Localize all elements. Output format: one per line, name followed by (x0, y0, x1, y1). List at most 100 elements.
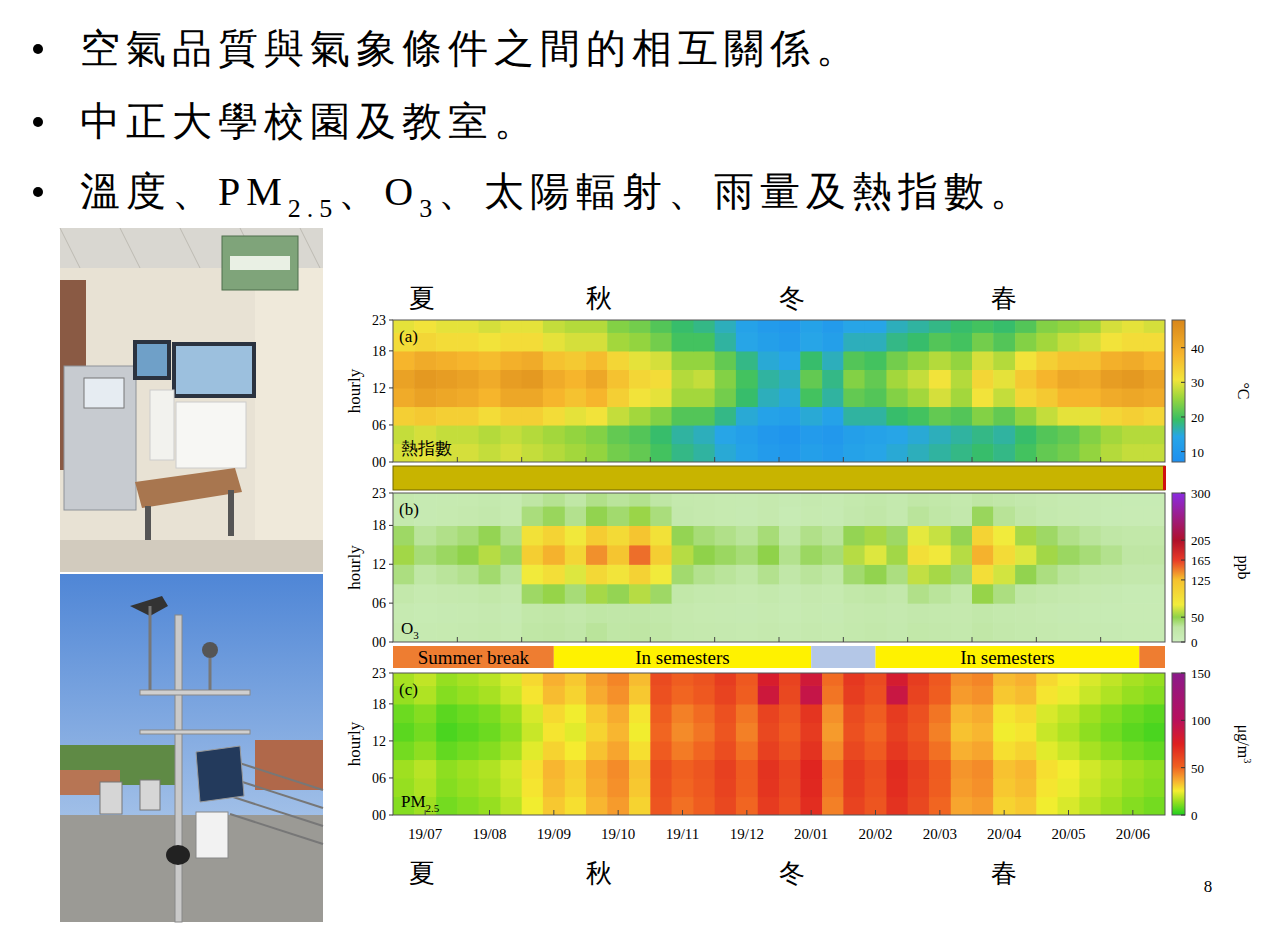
colorbar (1172, 673, 1185, 815)
heatmap-cell (693, 584, 715, 604)
heatmap-cell (500, 704, 522, 723)
text-part: 3 (413, 629, 419, 641)
heatmap-cell (672, 443, 694, 462)
heatmap-cell (715, 525, 737, 545)
heatmap-cell (457, 722, 479, 741)
colorbar-tick (1181, 815, 1185, 816)
heatmap-cell (908, 564, 930, 584)
heatmap-cell (1015, 704, 1037, 723)
heatmap-cell (886, 506, 908, 526)
heatmap-cell (1058, 704, 1080, 723)
heatmap-cell (758, 685, 780, 704)
heatmap-cell (1122, 369, 1144, 388)
heatmap-cell (693, 493, 715, 507)
heatmap-cell (822, 673, 844, 686)
heatmap-cell (1058, 525, 1080, 545)
heatmap-cell (479, 506, 501, 526)
vane-pole (149, 606, 152, 690)
heatmap-cell (1122, 673, 1144, 686)
heatmap-cell (1122, 759, 1144, 778)
colorbar-label-group: °C (1235, 382, 1252, 399)
heatmap-cell (865, 623, 887, 642)
heatmap-cell (779, 741, 801, 760)
heatmap-cell (693, 545, 715, 565)
heatmap-cell (951, 332, 973, 351)
heatmap-cell (758, 388, 780, 407)
heatmap-cell (843, 704, 865, 723)
logger-box (196, 812, 228, 858)
heatmap-cell (993, 406, 1015, 425)
heatmap-cell (500, 584, 522, 604)
heatmap-cell (929, 320, 951, 333)
y-tick (389, 815, 393, 816)
heatmap-cell (779, 369, 801, 388)
heatmap-cell (1058, 564, 1080, 584)
heatmap-cell (1144, 704, 1165, 723)
y-tick-label: 00 (372, 635, 386, 650)
heatmap-cell (886, 673, 908, 686)
heatmap-cell (1079, 332, 1101, 351)
heatmap-cell (1079, 796, 1101, 815)
heatmap-cell (693, 603, 715, 623)
heatmap-cell (993, 545, 1015, 565)
heatmap-cell (436, 388, 458, 407)
heatmap-cell (951, 406, 973, 425)
heatmap-cell (672, 685, 694, 704)
heatmap-cell (393, 704, 415, 723)
heatmap-cell (736, 443, 758, 462)
heatmap-cell (908, 603, 930, 623)
heatmap-cell (650, 388, 672, 407)
heatmap-cell (565, 388, 587, 407)
heatmap-cell (436, 722, 458, 741)
heatmap-cell (758, 425, 780, 444)
rain-gauge (140, 780, 160, 810)
heatmap-cell (457, 673, 479, 686)
heatmap-cell (715, 564, 737, 584)
heatmap-cell (586, 564, 608, 584)
heatmap-cell (1036, 525, 1058, 545)
heatmap-cell (758, 741, 780, 760)
heatmap-cell (457, 506, 479, 526)
y-tick-label: 00 (372, 808, 386, 823)
heatmap-cell (715, 425, 737, 444)
heatmap-cell (650, 443, 672, 462)
heatmap-cell (629, 673, 651, 686)
page-number: 8 (1204, 877, 1213, 896)
heatmap-cell (822, 545, 844, 565)
heatmap-cell (993, 673, 1015, 686)
heatmap-cell (843, 685, 865, 704)
heatmap-cell (843, 388, 865, 407)
heatmap-cell (457, 564, 479, 584)
x-tick (586, 457, 587, 462)
heatmap-cell (800, 564, 822, 584)
heatmap-cell (500, 673, 522, 686)
heatmap-cell (822, 759, 844, 778)
heatmap-cell (672, 525, 694, 545)
heatmap-cell (393, 564, 415, 584)
heatmap-cell (758, 603, 780, 623)
y-tick (389, 603, 393, 604)
heatmap-cell (457, 351, 479, 370)
heatmap-cell (629, 332, 651, 351)
heatmap-cell (565, 545, 587, 565)
y-tick-label: 18 (372, 518, 386, 533)
heatmap-cell (929, 493, 951, 507)
heatmap-cell (500, 741, 522, 760)
heatmap-cell (758, 493, 780, 507)
heatmap-cell (843, 525, 865, 545)
colorbar-tick-label: 205 (1191, 533, 1211, 548)
heatmap-cell (586, 545, 608, 565)
x-tick (779, 637, 780, 642)
colorbar-tick (1181, 579, 1185, 580)
heatmap-cell (908, 796, 930, 815)
heatmap-cell (1122, 388, 1144, 407)
heatmap-cell (715, 545, 737, 565)
heatmap-cell (929, 564, 951, 584)
heatmap-cell (822, 506, 844, 526)
heatmap-cell (715, 759, 737, 778)
pillar (255, 268, 323, 572)
text-part: 熱指數 (401, 439, 452, 458)
heatmap-cell (693, 388, 715, 407)
heatmap-cell (693, 722, 715, 741)
heatmap-cell (650, 704, 672, 723)
